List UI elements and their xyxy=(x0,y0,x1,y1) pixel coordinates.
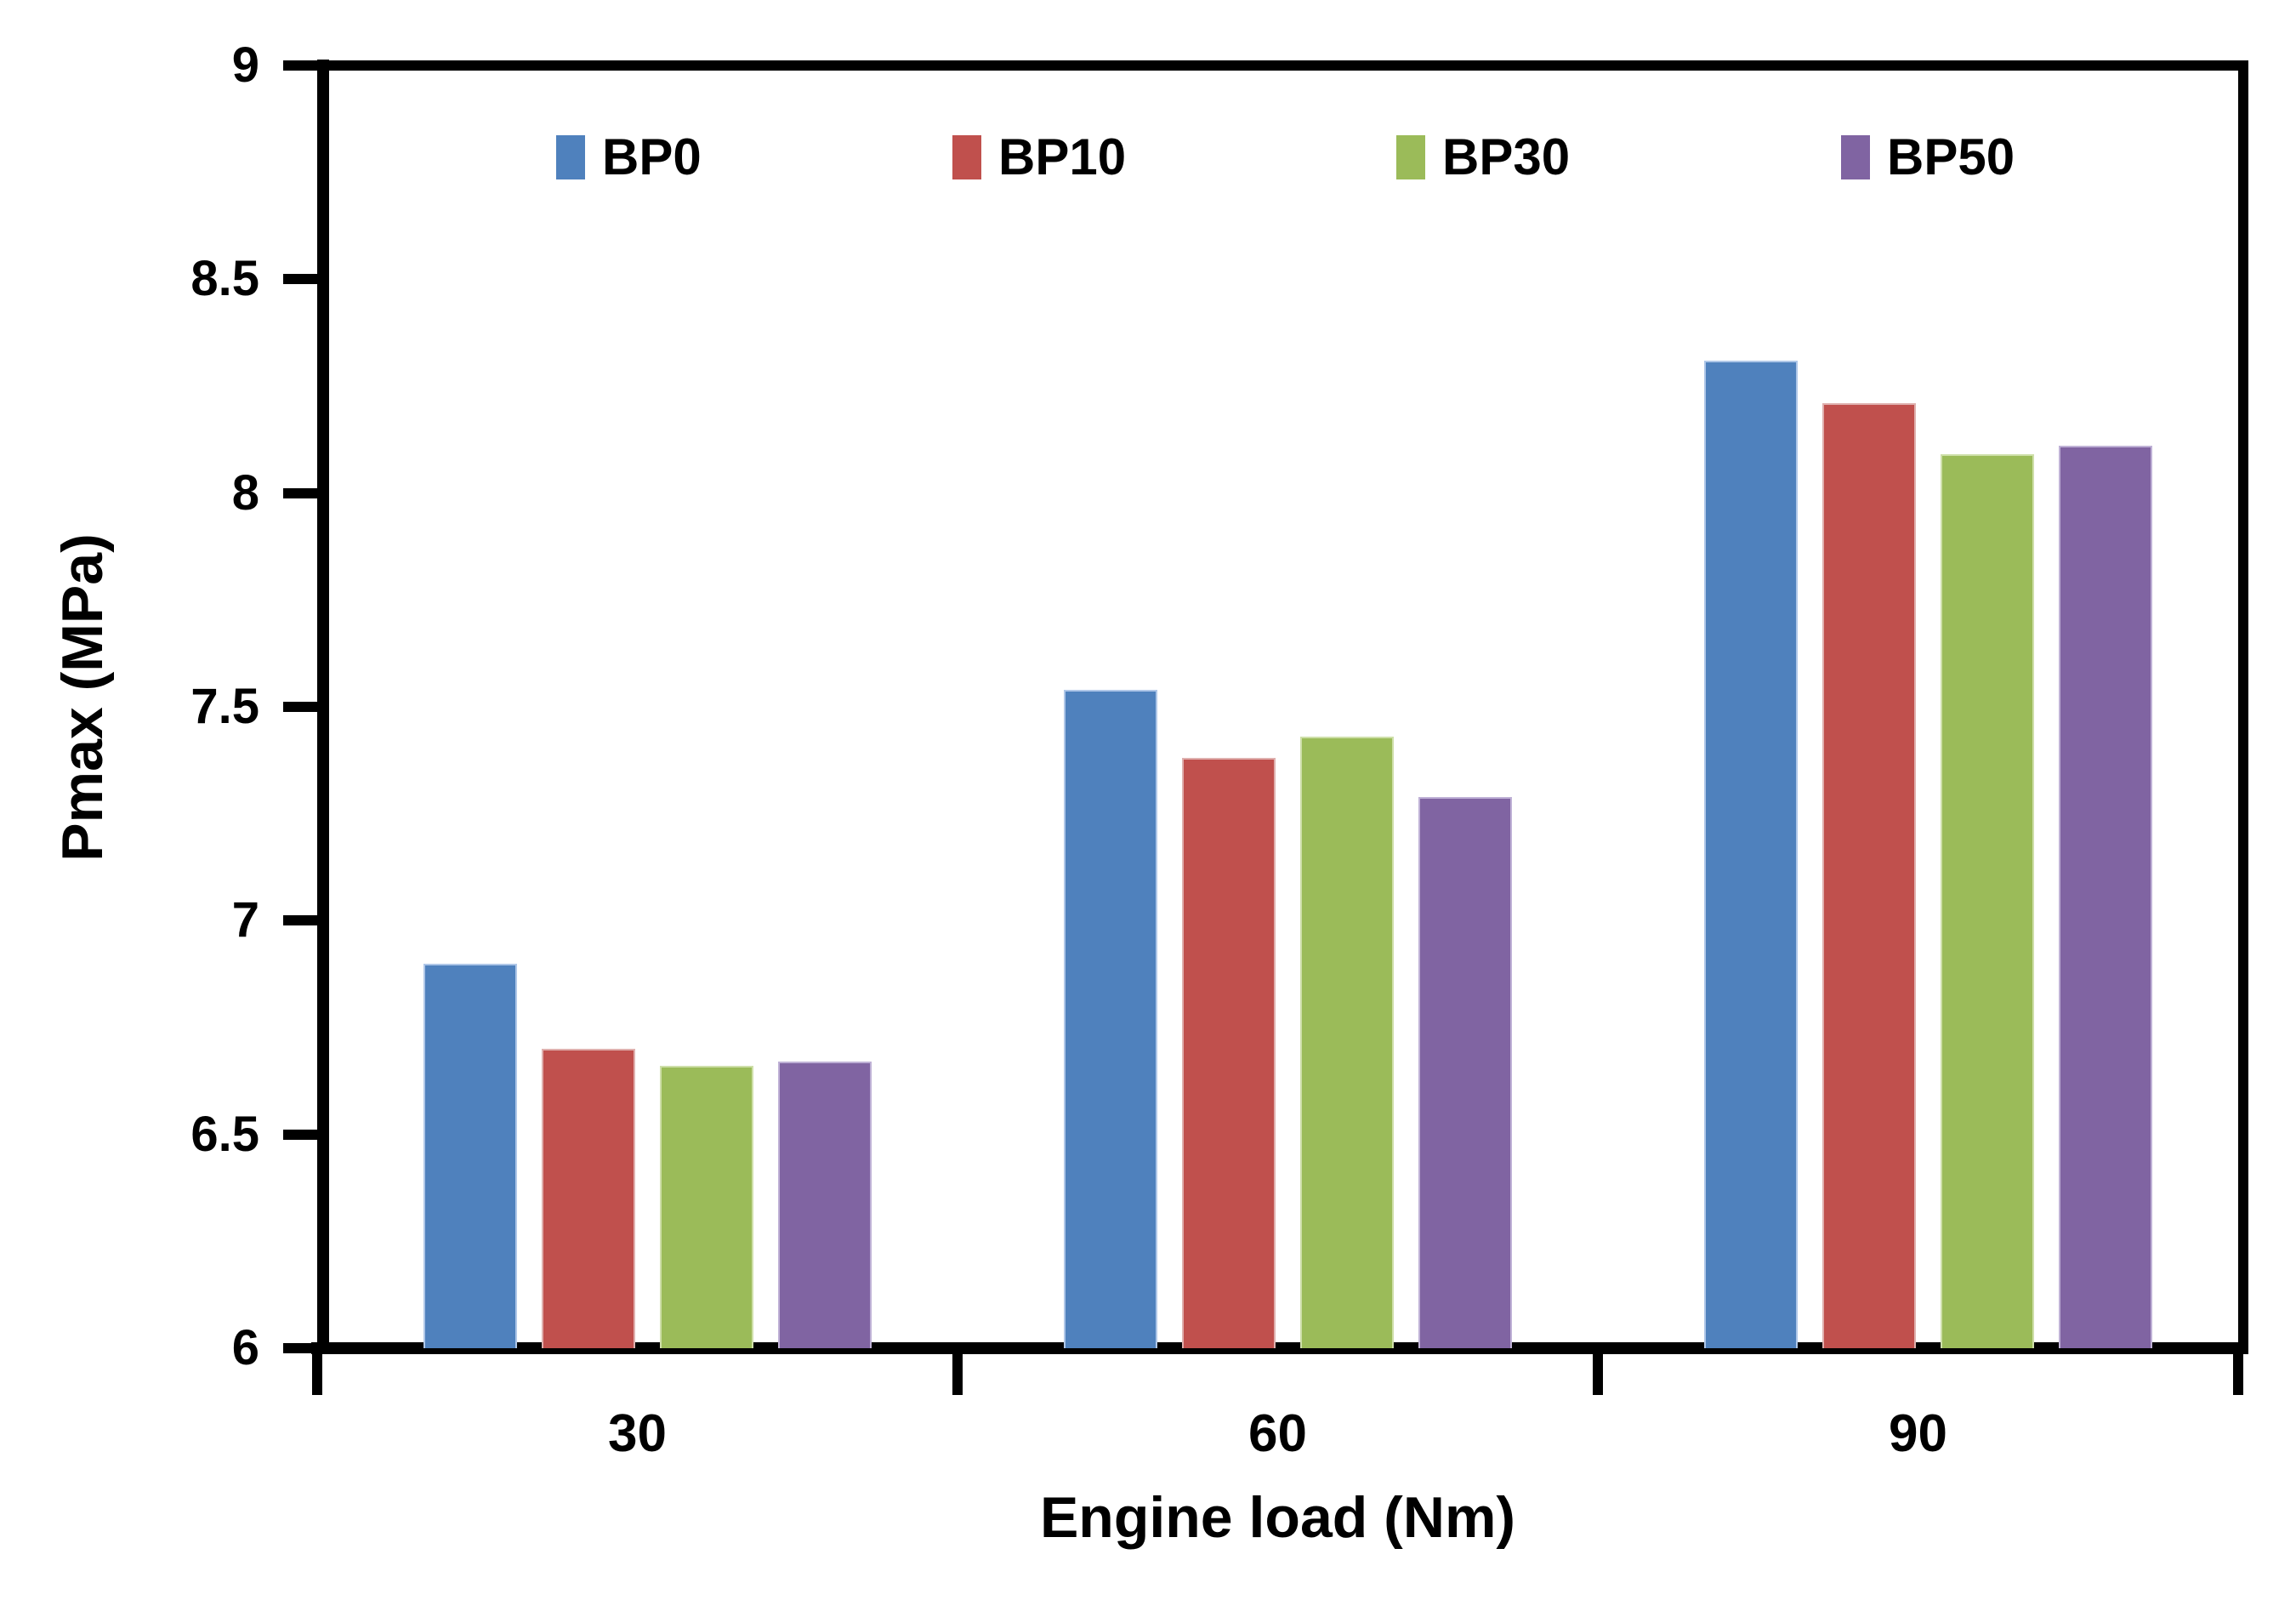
y-tick-label: 9 xyxy=(231,37,259,93)
legend-label-BP30: BP30 xyxy=(1442,128,1571,185)
bar-BP0-load-30 xyxy=(423,964,517,1348)
y-tick-label: 6 xyxy=(231,1320,259,1375)
x-tick-label: 30 xyxy=(608,1404,667,1463)
y-tick-mark xyxy=(283,274,317,284)
bar-BP50-load-30 xyxy=(778,1062,872,1348)
plot-right-border xyxy=(2238,60,2248,1354)
x-tick-mark xyxy=(312,1348,322,1395)
x-tick-mark xyxy=(1593,1348,1603,1395)
bar-BP30-load-90 xyxy=(1941,454,2034,1348)
y-tick-mark xyxy=(283,488,317,498)
x-tick-label: 90 xyxy=(1889,1404,1947,1463)
bar-BP30-load-30 xyxy=(660,1066,753,1348)
y-tick-label: 8 xyxy=(231,465,259,521)
x-axis-title: Engine load (Nm) xyxy=(1039,1485,1516,1550)
plot-area xyxy=(317,65,2238,1348)
y-axis-line xyxy=(317,60,329,1354)
legend-swatch-BP30 xyxy=(1396,134,1425,179)
legend-swatch-BP10 xyxy=(952,134,981,179)
bar-BP30-load-60 xyxy=(1300,737,1394,1348)
y-tick-mark xyxy=(283,915,317,925)
legend-item-BP50: BP50 xyxy=(1841,128,2015,186)
legend-item-BP10: BP10 xyxy=(952,128,1126,186)
bar-BP10-load-30 xyxy=(542,1049,635,1348)
y-tick-label: 6.5 xyxy=(190,1107,259,1162)
legend-label-BP50: BP50 xyxy=(1887,128,2015,185)
y-tick-mark xyxy=(283,60,317,71)
legend-label-BP0: BP0 xyxy=(602,128,702,185)
x-tick-mark xyxy=(952,1348,963,1395)
y-tick-label: 7 xyxy=(231,892,259,948)
legend-swatch-BP0 xyxy=(556,134,585,179)
legend-item-BP0: BP0 xyxy=(556,128,702,186)
y-tick-label: 8.5 xyxy=(190,251,259,306)
y-tick-mark xyxy=(283,702,317,712)
y-tick-mark xyxy=(283,1343,317,1353)
bar-BP50-load-60 xyxy=(1418,797,1512,1348)
y-axis-title: Pmax (MPa) xyxy=(50,533,115,862)
legend-item-BP30: BP30 xyxy=(1396,128,1570,186)
y-tick-label: 7.5 xyxy=(190,679,259,734)
plot-top-border xyxy=(317,60,2248,71)
legend-label-BP10: BP10 xyxy=(998,128,1127,185)
bar-BP10-load-60 xyxy=(1182,758,1276,1348)
x-tick-label: 60 xyxy=(1248,1404,1307,1463)
bar-BP0-load-60 xyxy=(1064,690,1157,1348)
x-tick-mark xyxy=(2233,1348,2243,1395)
bar-BP50-load-90 xyxy=(2059,446,2152,1348)
legend-swatch-BP50 xyxy=(1841,134,1870,179)
bar-BP10-load-90 xyxy=(1822,403,1916,1348)
y-tick-mark xyxy=(283,1130,317,1140)
bar-BP0-load-90 xyxy=(1704,361,1798,1348)
